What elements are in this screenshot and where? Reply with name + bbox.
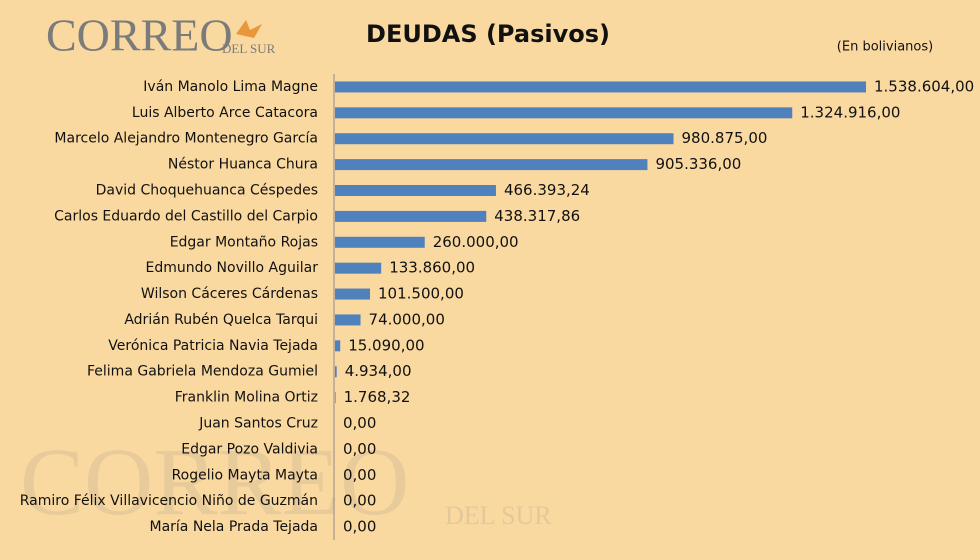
value-label: 0,00 xyxy=(343,414,376,432)
value-label: 1.538.604,00 xyxy=(874,77,974,95)
bar xyxy=(335,340,341,352)
value-label: 15.090,00 xyxy=(348,336,424,354)
bar xyxy=(335,210,487,222)
value-label: 101.500,00 xyxy=(378,285,464,303)
bar xyxy=(335,236,425,248)
category-label: Ramiro Félix Villavicencio Niño de Guzmá… xyxy=(20,493,318,509)
bar xyxy=(335,366,337,378)
category-label: Carlos Eduardo del Castillo del Carpio xyxy=(54,208,318,224)
bar xyxy=(335,107,793,119)
value-label: 1.324.916,00 xyxy=(800,103,900,121)
category-label: Wilson Cáceres Cárdenas xyxy=(141,286,318,302)
category-label: Marcelo Alejandro Montenegro García xyxy=(54,131,318,147)
bar xyxy=(335,262,382,274)
bar xyxy=(335,133,674,145)
category-label: Edgar Pozo Valdivia xyxy=(181,441,318,457)
value-label: 1.768,32 xyxy=(344,388,411,406)
value-label: 74.000,00 xyxy=(369,310,445,328)
value-label: 260.000,00 xyxy=(433,233,519,251)
logo-sub: DEL SUR xyxy=(222,41,276,56)
value-label: 0,00 xyxy=(343,466,376,484)
category-label: Néstor Huanca Chura xyxy=(168,157,318,173)
category-label: Edmundo Novillo Aguilar xyxy=(146,260,319,276)
category-label: Edgar Montaño Rojas xyxy=(170,234,318,250)
watermark: CORREO xyxy=(20,428,409,535)
value-label: 438.317,86 xyxy=(494,207,580,225)
category-label: Felima Gabriela Mendoza Gumiel xyxy=(87,364,318,380)
category-label: Juan Santos Cruz xyxy=(198,416,318,432)
value-label: 980.875,00 xyxy=(682,129,768,147)
watermark-sub: DEL SUR xyxy=(445,501,552,530)
category-label: Rogelio Mayta Mayta xyxy=(172,467,318,483)
value-label: 466.393,24 xyxy=(504,181,590,199)
value-label: 133.860,00 xyxy=(389,259,475,277)
bar xyxy=(335,392,336,404)
category-label: Iván Manolo Lima Magne xyxy=(143,79,318,95)
chart-title: DEUDAS (Pasivos) xyxy=(366,20,610,48)
value-label: 0,00 xyxy=(343,518,376,536)
value-label: 0,00 xyxy=(343,492,376,510)
category-label: Adrián Rubén Quelca Tarqui xyxy=(124,312,318,328)
category-label: Verónica Patricia Navia Tejada xyxy=(108,338,318,354)
bar xyxy=(335,159,648,171)
chart-subtitle: (En bolivianos) xyxy=(837,40,933,55)
bar xyxy=(335,314,361,326)
logo: CORREO xyxy=(46,10,233,61)
bar xyxy=(335,81,866,93)
value-label: 4.934,00 xyxy=(345,362,412,380)
category-label: David Choquehuanca Céspedes xyxy=(96,183,318,199)
category-label: Franklin Molina Ortiz xyxy=(175,390,318,406)
category-label: Luis Alberto Arce Catacora xyxy=(132,105,318,121)
category-label: María Nela Prada Tejada xyxy=(149,519,318,535)
bar xyxy=(335,185,496,196)
value-label: 905.336,00 xyxy=(655,155,741,173)
value-label: 0,00 xyxy=(343,440,376,458)
logo-icon xyxy=(236,20,262,38)
bar xyxy=(335,288,371,300)
